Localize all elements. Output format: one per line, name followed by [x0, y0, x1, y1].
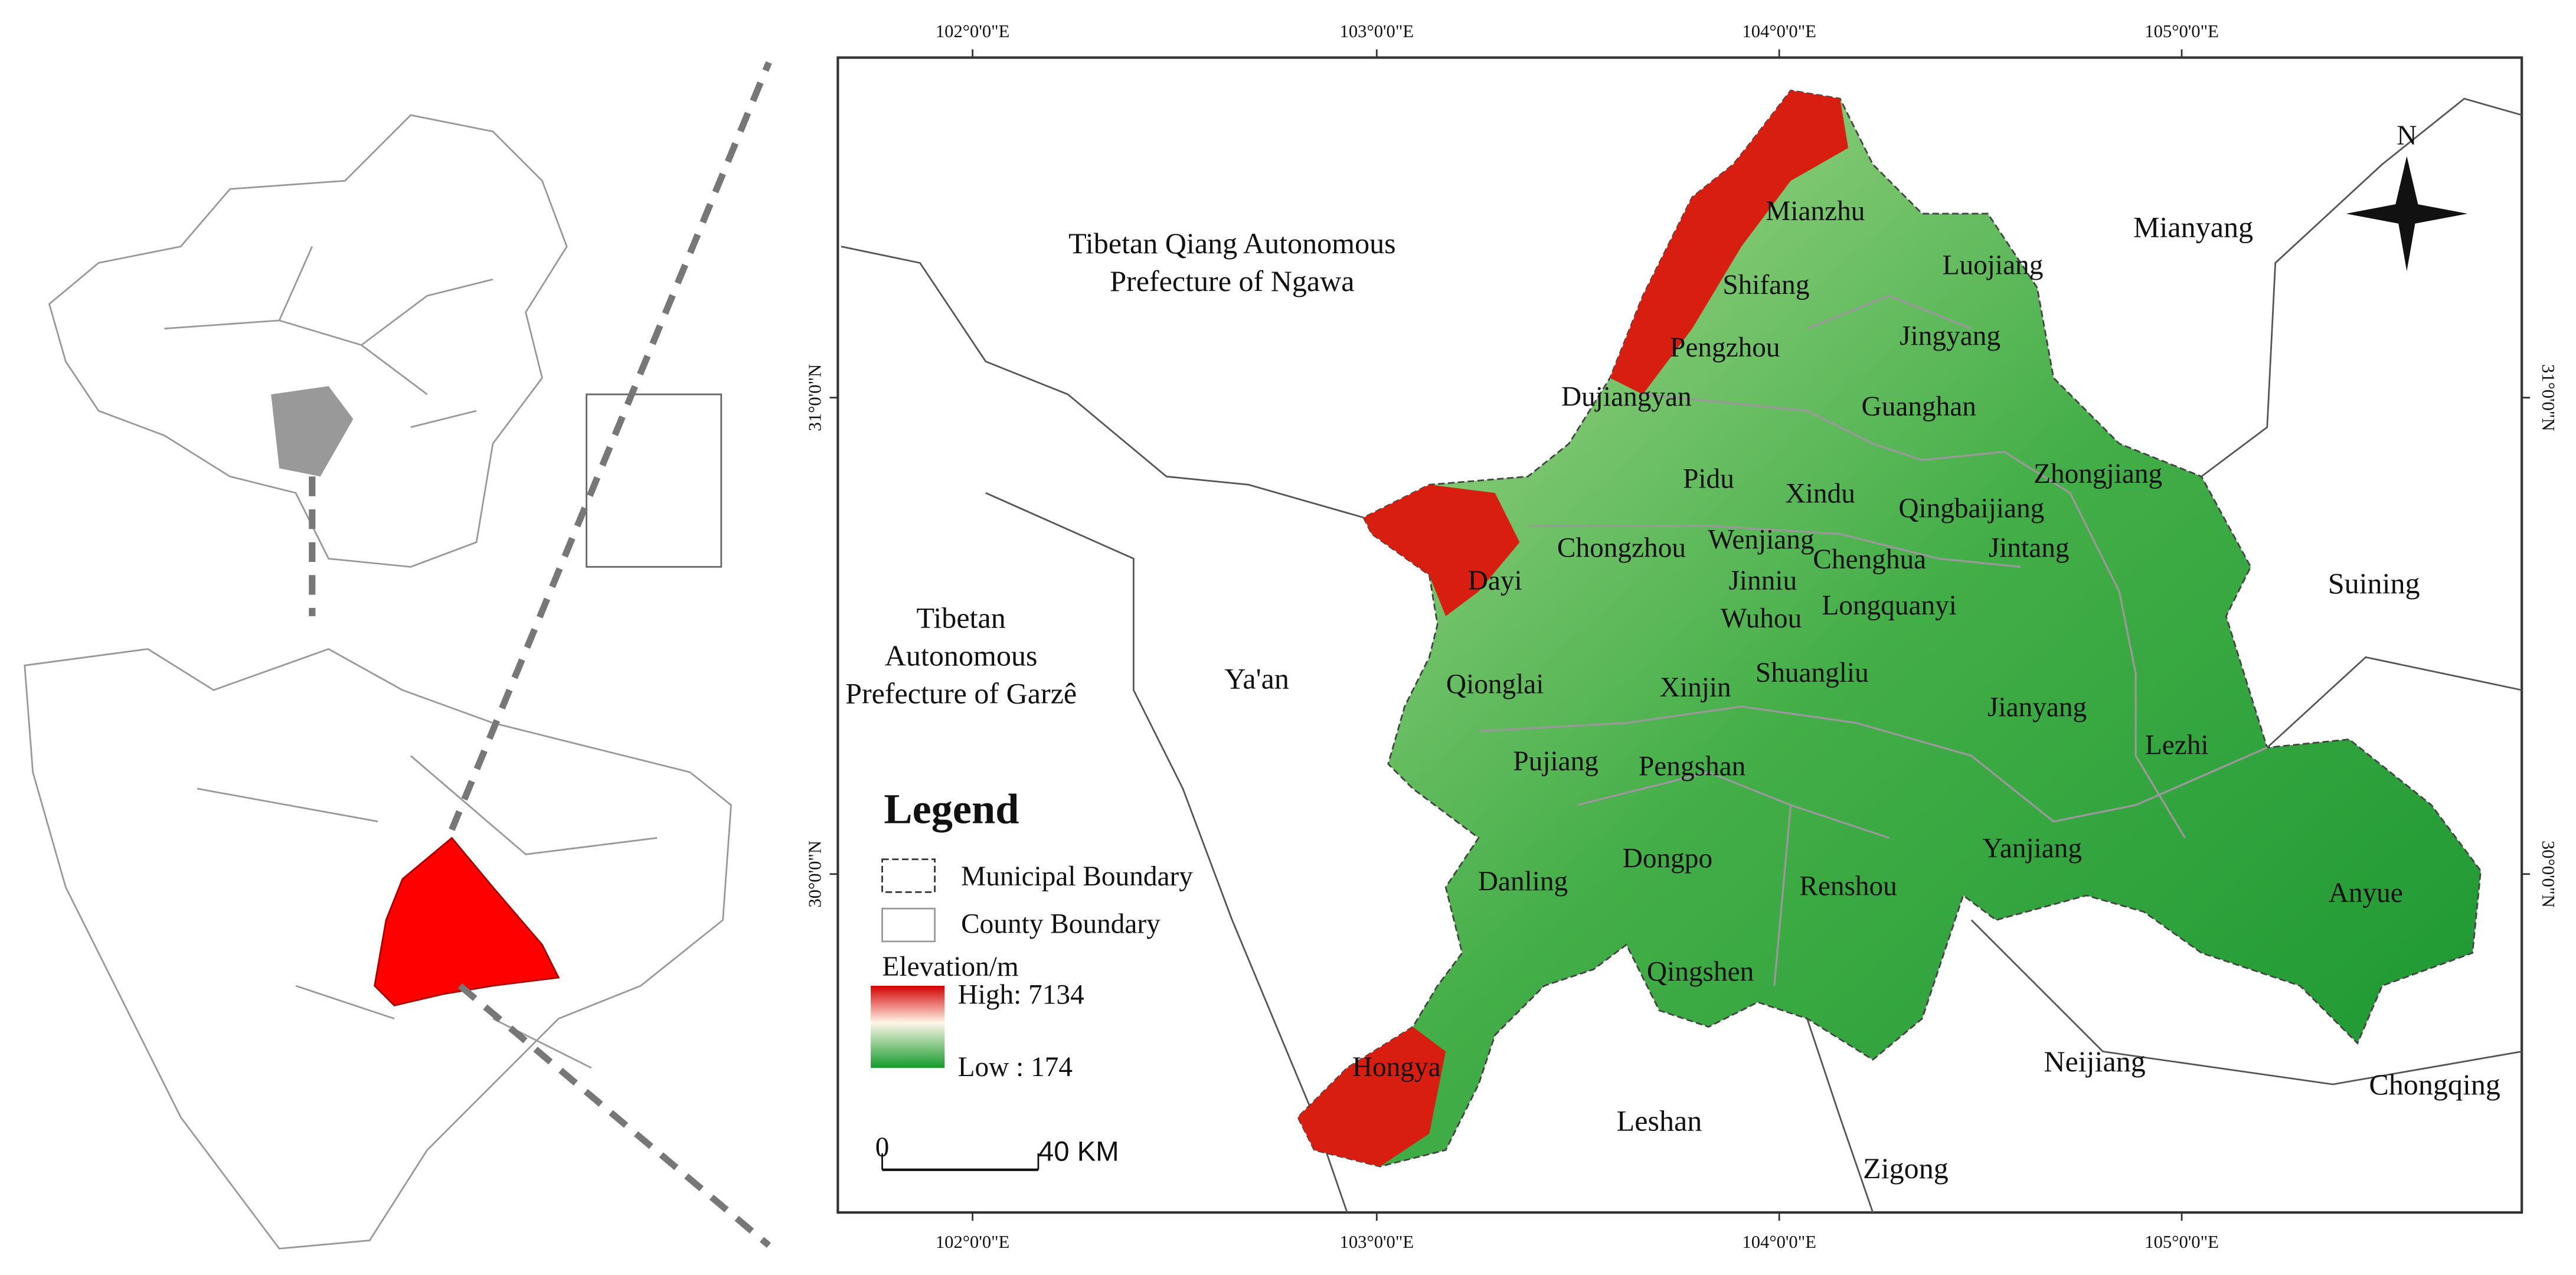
district-label: Dujiangyan	[1561, 381, 1692, 412]
district-label: Anyue	[2329, 878, 2403, 908]
legend-item: Elevation/m	[882, 952, 1019, 982]
district-label: Jingyang	[1900, 321, 2000, 351]
district-label: Shifang	[1722, 270, 1809, 300]
region-label: Chongqing	[2369, 1068, 2500, 1101]
region-label: Neijiang	[2044, 1045, 2145, 1078]
district-label: Qingbaijiang	[1898, 493, 2044, 524]
legend-item: County Boundary	[961, 909, 1160, 940]
district-label: Chenghua	[1813, 544, 1926, 575]
district-label: Xindu	[1786, 479, 1855, 509]
legend-title: Legend	[884, 785, 1019, 832]
scale-label: 0	[875, 1132, 890, 1163]
district-label: Longquanyi	[1822, 590, 1957, 621]
sichuan-map	[24, 648, 732, 1250]
longitude-label: 102°0'0"E	[936, 1232, 1009, 1252]
latitude-label: 30°0'0"N	[2538, 841, 2558, 908]
district-label: Jintang	[1989, 532, 2070, 563]
district-label: Pidu	[1683, 463, 1734, 494]
longitude-label: 104°0'0"E	[1742, 1232, 1816, 1252]
chengdu-elevation	[1297, 89, 2482, 1168]
district-label: Renshou	[1799, 871, 1897, 902]
region-label: Tibetan	[917, 601, 1006, 635]
district-label: Yanjiang	[1982, 833, 2082, 864]
district-label: Pujiang	[1513, 746, 1598, 777]
latitude-label: 30°0'0"N	[805, 841, 825, 908]
district-label: Shuangliu	[1756, 658, 1869, 688]
chengdu-highlight	[374, 836, 560, 1006]
elevation-swatch	[871, 986, 945, 1068]
district-label: Qingshen	[1647, 956, 1754, 987]
district-label: Pengshan	[1639, 751, 1745, 782]
region-label: Ya'an	[1224, 662, 1289, 695]
region-label: Prefecture of Garzê	[845, 677, 1077, 710]
district-label: Dayi	[1468, 565, 1522, 596]
north-arrow	[2346, 156, 2468, 272]
district-label: Pengzhou	[1670, 332, 1780, 363]
district-label: Dongpo	[1623, 843, 1712, 874]
latitude-label: 31°0'0"N	[2538, 364, 2558, 431]
mountains	[1297, 90, 1849, 1167]
longitude-label: 102°0'0"E	[936, 21, 1009, 41]
district-label: Mianzhu	[1766, 196, 1865, 227]
longitude-label: 103°0'0"E	[1340, 21, 1414, 41]
longitude-label: 104°0'0"E	[1742, 21, 1816, 41]
sichuan-highlight	[271, 386, 354, 477]
longitude-label: 105°0'0"E	[2145, 21, 2218, 41]
district-label: Jinniu	[1729, 565, 1797, 596]
north-label: N	[2397, 120, 2417, 151]
legend-item: Municipal Boundary	[961, 861, 1193, 892]
district-label: Wenjiang	[1708, 524, 1815, 555]
region-label: Leshan	[1617, 1104, 1702, 1137]
china-map	[48, 114, 723, 568]
region-label: Prefecture of Ngawa	[1110, 264, 1354, 298]
district-label: Hongya	[1352, 1052, 1441, 1083]
municipal-swatch	[881, 858, 936, 893]
district-label: Xinjin	[1660, 672, 1731, 703]
district-label: Chongzhou	[1557, 532, 1686, 563]
longitude-label: 103°0'0"E	[1340, 1232, 1414, 1252]
legend-item: Low : 174	[958, 1052, 1073, 1083]
district-label: Wuhou	[1721, 603, 1802, 634]
region-label: Mianyang	[2133, 210, 2253, 243]
region-label: Autonomous	[885, 639, 1038, 672]
region-label: Zigong	[1863, 1152, 1949, 1185]
district-label: Qionglai	[1446, 669, 1544, 699]
region-label: Suining	[2328, 567, 2420, 600]
legend-item: High: 7134	[958, 979, 1084, 1010]
district-label: Jianyang	[1987, 692, 2087, 722]
district-label: Lezhi	[2145, 730, 2209, 760]
county-boundaries	[1478, 295, 2268, 986]
longitude-label: 105°0'0"E	[2145, 1232, 2218, 1252]
county-swatch	[881, 907, 936, 943]
arrows	[309, 61, 772, 1248]
district-label: Guanghan	[1862, 391, 1976, 422]
district-label: Zhongjiang	[2034, 459, 2162, 489]
region-label: Tibetan Qiang Autonomous	[1068, 227, 1396, 260]
district-label: Danling	[1478, 866, 1568, 897]
latitude-label: 31°0'0"N	[805, 364, 825, 431]
district-label: Luojiang	[1943, 250, 2044, 281]
scale-label: 40 KM	[1038, 1136, 1119, 1167]
